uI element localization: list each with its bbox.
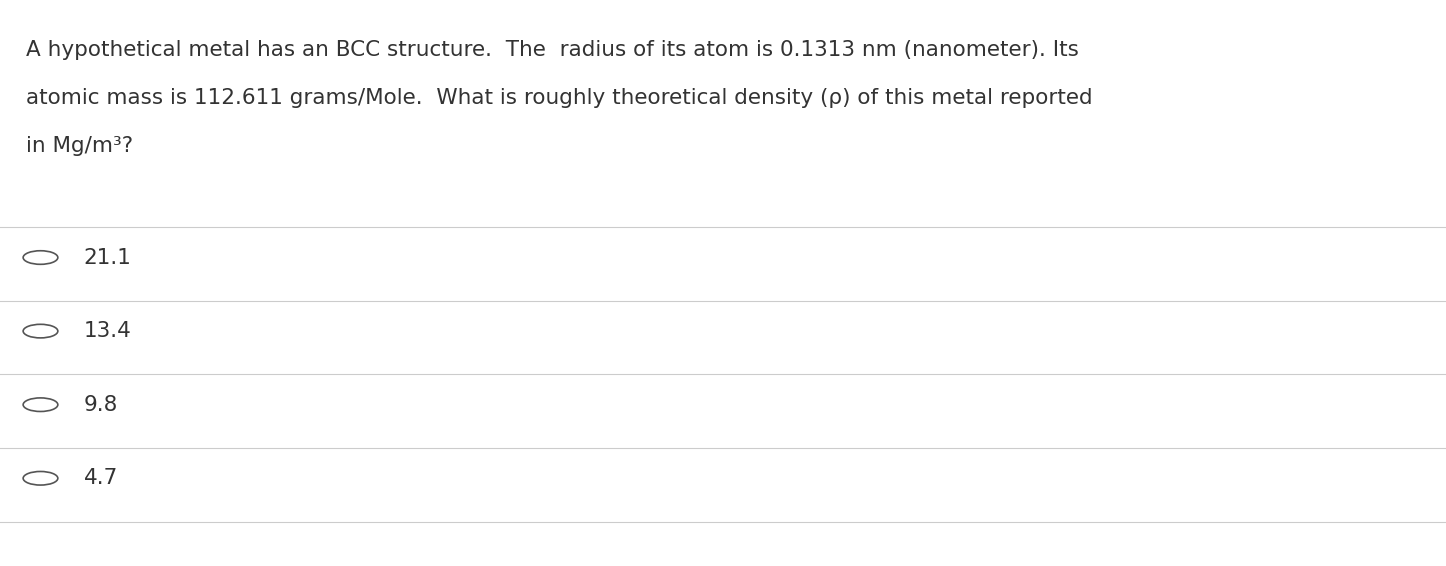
Text: 9.8: 9.8 <box>84 395 119 415</box>
Text: 13.4: 13.4 <box>84 321 132 341</box>
Text: atomic mass is 112.611 grams/Mole.  What is roughly theoretical density (ρ) of t: atomic mass is 112.611 grams/Mole. What … <box>26 88 1093 108</box>
Text: 4.7: 4.7 <box>84 468 119 488</box>
Text: 21.1: 21.1 <box>84 247 132 268</box>
Text: in Mg/m³?: in Mg/m³? <box>26 136 133 156</box>
Text: A hypothetical metal has an BCC structure.  The  radius of its atom is 0.1313 nm: A hypothetical metal has an BCC structur… <box>26 40 1079 59</box>
